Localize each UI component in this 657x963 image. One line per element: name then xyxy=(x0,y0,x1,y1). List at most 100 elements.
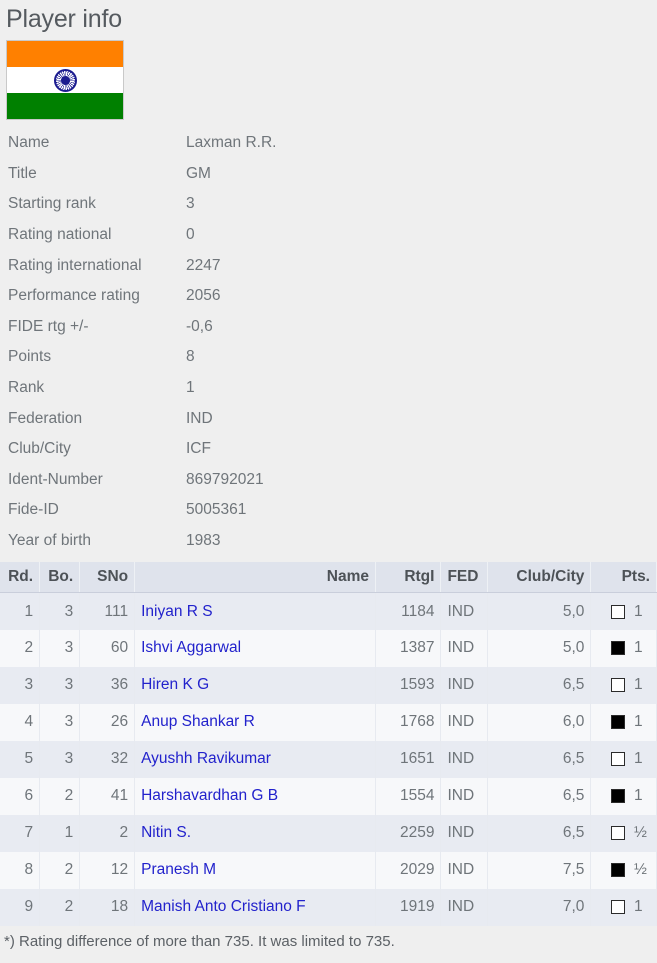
footnote: *) Rating difference of more than 735. I… xyxy=(4,932,395,950)
cell-sno: 36 xyxy=(79,666,136,704)
header-sno[interactable]: SNo xyxy=(79,562,136,594)
points-cell-inner: 1 xyxy=(597,750,650,768)
header-rtg[interactable]: RtgI xyxy=(375,562,442,594)
cell-round: 4 xyxy=(0,703,41,741)
info-label: Rank xyxy=(8,379,45,397)
cell-round: 8 xyxy=(0,851,41,889)
cell-opponent-name: Ishvi Aggarwal xyxy=(134,629,376,667)
cell-fed: IND xyxy=(440,629,488,667)
cell-round: 1 xyxy=(0,592,41,630)
cell-round: 2 xyxy=(0,629,41,667)
info-label: Rating international xyxy=(8,256,142,274)
table-header-row: Rd. Bo. SNo Name RtgI FED Club/City Pts. xyxy=(0,562,657,594)
points-cell-inner: ½ xyxy=(597,861,650,879)
info-value: 1983 xyxy=(186,532,221,550)
black-piece-icon xyxy=(611,863,625,878)
info-row: Club/City ICF xyxy=(0,434,657,465)
info-label: Name xyxy=(8,134,50,152)
cell-round: 6 xyxy=(0,777,41,815)
black-piece-icon xyxy=(611,789,625,804)
info-value: 2247 xyxy=(186,256,221,274)
white-piece-icon xyxy=(611,604,625,619)
cell-points: 1 xyxy=(590,629,657,667)
info-value: ICF xyxy=(186,440,211,458)
cell-points: 1 xyxy=(590,777,657,815)
black-piece-icon xyxy=(611,715,625,730)
info-row: Ident-Number 869792021 xyxy=(0,465,657,496)
table-row: 5 3 32 Ayushh Ravikumar 1651 IND 6,5 1 xyxy=(0,740,657,778)
points-cell-inner: 1 xyxy=(597,787,650,805)
cell-round: 7 xyxy=(0,814,41,852)
header-club[interactable]: Club/City xyxy=(487,562,592,594)
opponent-name-link[interactable]: Iniyan R S xyxy=(141,602,213,620)
table-row: 6 2 41 Harshavardhan G B 1554 IND 6,5 1 xyxy=(0,777,657,815)
white-piece-icon xyxy=(611,826,625,841)
info-label: Points xyxy=(8,348,52,366)
info-value: 8 xyxy=(186,348,195,366)
cell-fed: IND xyxy=(440,888,488,926)
info-row: Rank 1 xyxy=(0,373,657,404)
game-result: 1 xyxy=(634,750,643,768)
opponent-name-link[interactable]: Manish Anto Cristiano F xyxy=(141,898,306,916)
header-fed[interactable]: FED xyxy=(440,562,488,594)
header-pts[interactable]: Pts. xyxy=(590,562,657,594)
cell-points: 1 xyxy=(590,592,657,630)
points-cell-inner: ½ xyxy=(597,824,650,842)
cell-fed: IND xyxy=(440,777,488,815)
info-label: Ident-Number xyxy=(8,470,103,488)
opponent-name-link[interactable]: Ishvi Aggarwal xyxy=(141,639,242,657)
cell-board: 2 xyxy=(39,888,81,926)
table-row: 3 3 36 Hiren K G 1593 IND 6,5 1 xyxy=(0,666,657,704)
opponent-name-link[interactable]: Ayushh Ravikumar xyxy=(141,750,271,768)
opponent-name-link[interactable]: Pranesh M xyxy=(141,861,217,879)
game-result: 1 xyxy=(634,639,643,657)
opponent-name-link[interactable]: Anup Shankar R xyxy=(141,713,255,731)
cell-board: 3 xyxy=(39,703,81,741)
cell-fed: IND xyxy=(440,814,488,852)
cell-rating: 2259 xyxy=(375,814,442,852)
info-row: Title GM xyxy=(0,159,657,190)
game-result: 1 xyxy=(634,602,643,620)
opponent-name-link[interactable]: Harshavardhan G B xyxy=(141,787,279,805)
games-table: Rd. Bo. SNo Name RtgI FED Club/City Pts.… xyxy=(0,562,657,926)
opponent-name-link[interactable]: Nitin S. xyxy=(141,824,192,842)
cell-opponent-name: Ayushh Ravikumar xyxy=(134,740,376,778)
cell-board: 3 xyxy=(39,740,81,778)
cell-rating: 1387 xyxy=(375,629,442,667)
cell-opponent-name: Anup Shankar R xyxy=(134,703,376,741)
info-row: Rating international 2247 xyxy=(0,250,657,281)
india-flag-icon xyxy=(6,40,124,120)
games-table-body: 1 3 111 Iniyan R S 1184 IND 5,0 1 2 3 60 Ishvi Agga… xyxy=(0,592,657,926)
cell-rating: 1184 xyxy=(375,592,442,630)
cell-sno: 60 xyxy=(79,629,136,667)
cell-fed: IND xyxy=(440,851,488,889)
info-value: Laxman R.R. xyxy=(186,134,277,152)
info-row: Year of birth 1983 xyxy=(0,526,657,557)
cell-sno: 18 xyxy=(79,888,136,926)
flag-container xyxy=(0,36,657,126)
info-row: Performance rating 2056 xyxy=(0,281,657,312)
points-cell-inner: 1 xyxy=(597,713,650,731)
info-row: Federation IND xyxy=(0,403,657,434)
page-title: Player info xyxy=(6,5,122,33)
cell-board: 3 xyxy=(39,666,81,704)
white-piece-icon xyxy=(611,678,625,693)
info-label: Rating national xyxy=(8,226,112,244)
info-row: Fide-ID 5005361 xyxy=(0,495,657,526)
table-row: 4 3 26 Anup Shankar R 1768 IND 6,0 1 xyxy=(0,703,657,741)
header-rd[interactable]: Rd. xyxy=(0,562,41,594)
cell-club: 6,5 xyxy=(487,814,592,852)
info-label: Club/City xyxy=(8,440,71,458)
table-row: 2 3 60 Ishvi Aggarwal 1387 IND 5,0 1 xyxy=(0,629,657,667)
ashoka-chakra-icon xyxy=(53,68,77,92)
header-bo[interactable]: Bo. xyxy=(39,562,81,594)
cell-fed: IND xyxy=(440,592,488,630)
cell-club: 6,5 xyxy=(487,777,592,815)
cell-points: ½ xyxy=(590,851,657,889)
game-result: 1 xyxy=(634,787,643,805)
cell-points: 1 xyxy=(590,888,657,926)
header-name[interactable]: Name xyxy=(134,562,376,594)
opponent-name-link[interactable]: Hiren K G xyxy=(141,676,210,694)
cell-board: 3 xyxy=(39,592,81,630)
cell-opponent-name: Iniyan R S xyxy=(134,592,376,630)
